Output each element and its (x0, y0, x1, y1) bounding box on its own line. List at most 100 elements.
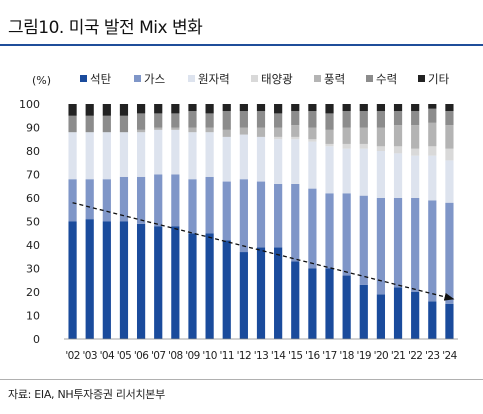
legend-label: 가스 (144, 72, 165, 86)
x-tick-label: '06 (134, 350, 149, 362)
y-tick-label: 30 (26, 263, 40, 276)
bar-segment (411, 125, 420, 149)
bar-segment (154, 127, 163, 130)
bar-segment (445, 202, 454, 304)
x-tick-label: '15 (288, 350, 302, 362)
bar-segment (308, 139, 317, 142)
bar-segment (68, 115, 77, 133)
x-tick-label: '03 (82, 350, 96, 362)
bar-segment (171, 104, 180, 114)
bar-segment (136, 132, 146, 177)
bar-segment (188, 233, 197, 339)
bar-segment (102, 104, 111, 116)
bar-segment (171, 174, 180, 227)
bar-segment (239, 104, 248, 112)
bar-segment (171, 129, 180, 175)
bar-segment (291, 183, 300, 262)
legend-label: 원자력 (198, 72, 230, 86)
bar-segment (205, 233, 214, 339)
bar-segment (68, 179, 77, 222)
bar-segment (308, 111, 317, 128)
bar-segment (205, 113, 214, 128)
bar-segment (136, 113, 146, 130)
x-tick-label: '10 (202, 350, 216, 362)
bar-segment (85, 179, 94, 220)
bar-segment (239, 179, 248, 253)
bar-segment (85, 219, 94, 339)
bar-segment (188, 179, 197, 234)
bar-segment (68, 132, 77, 180)
x-tick-label: '19 (357, 350, 371, 362)
bar-segment (445, 148, 454, 161)
x-tick-label: '09 (185, 350, 199, 362)
bar-segment (393, 146, 403, 154)
bar-segment (445, 111, 454, 126)
bar-segment (445, 303, 454, 339)
bar-segment (222, 181, 231, 241)
legend-swatch (80, 75, 87, 82)
bar-segment (256, 111, 266, 128)
bar-segment (291, 261, 300, 339)
bar-segment (325, 193, 334, 269)
bar-segment (359, 143, 368, 149)
bar-segment (256, 181, 266, 248)
legend-swatch (366, 75, 373, 82)
y-axis: 0 10 20 30 40 50 60 70 80 90 100 (19, 98, 40, 346)
bar-segment (411, 148, 420, 156)
bar-segment (376, 127, 386, 147)
bar-segment (222, 136, 231, 182)
trend-arrow (72, 202, 455, 301)
x-tick-label: '04 (100, 350, 115, 362)
x-tick-label: '17 (322, 350, 336, 362)
legend-label: 풍력 (324, 72, 345, 86)
bar-segment (188, 127, 197, 133)
bar-segment (154, 104, 163, 114)
bar-segment (428, 155, 437, 201)
y-tick-label: 50 (26, 216, 40, 229)
bar-segment (342, 275, 351, 339)
bar-segment (154, 113, 163, 128)
bar-segment (445, 104, 454, 112)
bar-segment (428, 108, 437, 123)
x-tick-label: '24 (442, 350, 457, 362)
bar-segment (239, 111, 248, 128)
bar-segment (291, 125, 300, 137)
bar-segment (376, 146, 386, 151)
bar-segment (291, 111, 300, 126)
bar-segment (154, 129, 163, 175)
bar-segment (291, 139, 300, 184)
bar-segment (393, 111, 403, 126)
bar-segment (85, 115, 94, 133)
bar-segment (325, 268, 334, 339)
bar-segment (428, 122, 437, 147)
y-tick-label: 60 (26, 192, 40, 205)
bar-segment (411, 198, 420, 292)
bar-segment (274, 139, 283, 184)
y-tick-label: 70 (26, 169, 40, 182)
bar-segment (428, 104, 437, 109)
y-tick-label: 90 (26, 122, 40, 135)
bar-segment (291, 104, 300, 112)
title-bar: 그림10. 미국 발전 Mix 변화 (0, 0, 483, 46)
bar-segment (342, 143, 351, 149)
x-tick-label: '12 (237, 350, 251, 362)
bar-segment (376, 151, 386, 198)
legend-swatch (418, 75, 425, 82)
legend-swatch (134, 75, 141, 82)
bar-segment (119, 176, 129, 222)
bar-segment (291, 136, 300, 140)
bar-segment (85, 132, 94, 180)
bar-segment (445, 125, 454, 149)
y-tick-label: 100 (19, 98, 40, 111)
title-rule (0, 44, 483, 46)
bar-segment (256, 127, 266, 137)
bar-segment (274, 247, 283, 339)
bar-segment (376, 294, 386, 339)
bar-segment (136, 104, 146, 114)
bar-segment (393, 104, 403, 112)
bar-segment (325, 143, 334, 147)
bar-segment (325, 146, 334, 194)
bar-segment (411, 104, 420, 112)
legend-label: 수력 (376, 72, 397, 86)
x-tick-label: '23 (425, 350, 439, 362)
